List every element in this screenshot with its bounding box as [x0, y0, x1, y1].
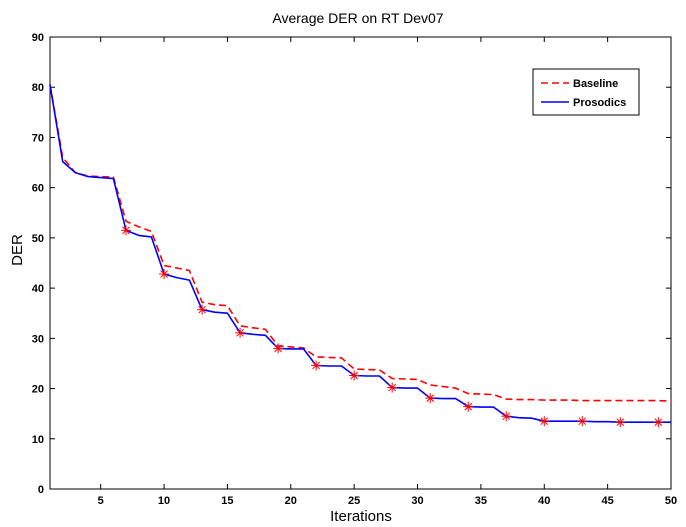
- y-tick-label: 0: [38, 484, 44, 496]
- x-tick-label: 50: [665, 495, 677, 507]
- asterisk-marker: [387, 382, 398, 393]
- legend-label-prosodics: Prosodics: [573, 97, 626, 109]
- y-tick-label: 30: [32, 333, 44, 345]
- asterisk-stroke: [654, 418, 663, 427]
- axes: 0 10 20 30 40 50 60 70 80 90 5 10 15 20 25 30 35 40 45 50: [32, 32, 677, 507]
- asterisk-marker: [235, 327, 246, 338]
- marker-layer: [121, 225, 664, 428]
- asterisk-marker: [121, 225, 132, 236]
- x-tick-label: 20: [285, 495, 297, 507]
- asterisk-marker: [463, 401, 474, 412]
- asterisk-stroke: [198, 305, 206, 314]
- legend: Baseline Prosodics: [532, 68, 640, 116]
- asterisk-marker: [159, 269, 170, 280]
- asterisk-marker: [197, 304, 208, 315]
- asterisk-stroke: [616, 418, 625, 427]
- x-tick-label: 15: [221, 495, 233, 507]
- asterisk-marker: [577, 416, 588, 427]
- asterisk-marker: [539, 416, 550, 427]
- y-tick-label: 90: [32, 32, 44, 44]
- asterisk-stroke: [464, 402, 473, 411]
- chart-title: Average DER on RT Dev07: [272, 10, 443, 26]
- asterisk-stroke: [426, 394, 435, 402]
- asterisk-stroke: [540, 417, 549, 426]
- x-tick-label: 30: [411, 495, 423, 507]
- y-axis-label: DER: [9, 234, 26, 266]
- y-tick-label: 40: [32, 283, 44, 295]
- asterisk-stroke: [388, 383, 397, 392]
- series-line-baseline: [49, 84, 672, 402]
- asterisk-stroke: [312, 361, 320, 370]
- asterisk-marker: [501, 411, 512, 422]
- x-tick-label: 45: [602, 495, 614, 507]
- x-tick-label: 10: [158, 495, 170, 507]
- asterisk-stroke: [122, 226, 130, 235]
- asterisk-marker: [311, 360, 322, 371]
- x-tick-label: 35: [475, 495, 487, 507]
- asterisk-marker: [349, 370, 360, 381]
- asterisk-stroke: [236, 328, 244, 337]
- asterisk-marker: [425, 393, 436, 404]
- legend-box: [532, 68, 640, 116]
- series-layer: [49, 84, 672, 424]
- asterisk-marker: [615, 417, 626, 428]
- asterisk-marker: [273, 343, 284, 354]
- y-tick-label: 50: [32, 233, 44, 245]
- x-tick-label: 5: [98, 495, 104, 507]
- y-tick-label: 20: [32, 384, 44, 396]
- asterisk-stroke: [160, 270, 168, 278]
- x-tick-label: 25: [348, 495, 360, 507]
- y-tick-label: 80: [32, 82, 44, 94]
- legend-label-baseline: Baseline: [573, 78, 618, 90]
- x-tick-label: 40: [538, 495, 550, 507]
- asterisk-stroke: [350, 371, 359, 380]
- series-line-prosodics: [49, 84, 671, 424]
- x-axis-label: Iterations: [330, 508, 392, 525]
- asterisk-stroke: [578, 417, 587, 426]
- asterisk-stroke: [274, 344, 282, 353]
- y-tick-label: 10: [32, 434, 44, 446]
- asterisk-marker: [653, 417, 664, 428]
- y-tick-label: 60: [32, 183, 44, 195]
- y-tick-label: 70: [32, 132, 44, 144]
- asterisk-stroke: [502, 412, 511, 421]
